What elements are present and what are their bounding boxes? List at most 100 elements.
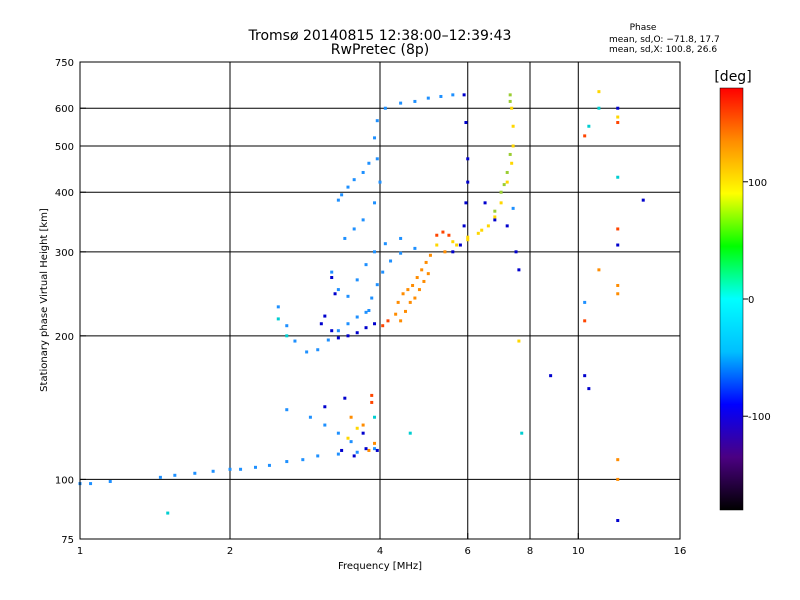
data-point [330, 270, 334, 274]
data-point [483, 201, 487, 205]
data-point [616, 106, 620, 110]
data-point [267, 463, 271, 467]
data-point [399, 319, 403, 323]
data-point [343, 396, 347, 400]
data-point [293, 339, 297, 343]
data-point [587, 387, 591, 391]
data-point [323, 314, 327, 318]
data-point [486, 224, 490, 228]
data-point [466, 235, 470, 239]
data-point [373, 322, 377, 326]
data-point [616, 227, 620, 231]
data-point [517, 268, 521, 272]
data-point [346, 334, 350, 338]
data-point [336, 198, 340, 202]
data-point [396, 300, 400, 304]
data-point [480, 228, 484, 232]
data-point [336, 452, 340, 456]
data-point [426, 96, 430, 100]
data-point [464, 121, 468, 125]
data-point [108, 479, 112, 483]
data-point [373, 250, 377, 254]
data-point [330, 329, 334, 333]
data-point [424, 260, 428, 264]
data-point [383, 106, 387, 110]
x-tick-label: 10 [572, 546, 585, 557]
colorbar-ticks: 100 0 -100 [743, 178, 771, 423]
data-point [346, 185, 350, 189]
data-point [375, 119, 379, 123]
data-point [499, 190, 503, 194]
data-point [355, 278, 359, 282]
data-point [417, 288, 421, 292]
data-point [413, 246, 417, 250]
data-point [439, 94, 443, 98]
colorbar-label: [deg] [714, 69, 751, 85]
data-point [443, 250, 447, 254]
phase-heading: Phase [630, 23, 657, 33]
x-tick-label: 4 [377, 546, 383, 557]
y-tick-label: 400 [55, 188, 74, 199]
data-point [499, 201, 503, 205]
data-point [361, 423, 365, 427]
data-point [373, 136, 377, 140]
y-tick-label: 200 [55, 332, 74, 343]
data-point [370, 393, 374, 397]
data-point [399, 236, 403, 240]
data-point [166, 511, 170, 515]
grid-lines [80, 62, 680, 539]
y-tick-label: 600 [55, 104, 74, 115]
data-point [455, 243, 459, 247]
data-point [373, 201, 377, 205]
data-point [510, 106, 514, 110]
colorbar-tick-label: 100 [748, 178, 767, 189]
data-point [411, 283, 415, 287]
data-point [323, 423, 327, 427]
data-point [361, 170, 365, 174]
data-point [349, 415, 353, 419]
data-point [616, 175, 620, 179]
data-point [406, 288, 410, 292]
data-point [597, 268, 601, 272]
data-point [616, 121, 620, 125]
data-point [451, 93, 455, 97]
data-point [355, 331, 359, 335]
data-points [78, 90, 645, 523]
x-tick-label: 1 [77, 546, 83, 557]
data-point [511, 206, 515, 210]
data-point [462, 93, 466, 97]
data-point [597, 90, 601, 94]
data-point [641, 198, 645, 202]
data-point [352, 227, 356, 231]
colorbar-tick-label: -100 [748, 412, 771, 423]
data-point [583, 134, 587, 138]
data-point [549, 374, 553, 378]
data-point [493, 215, 497, 219]
data-point [375, 157, 379, 161]
data-point [435, 243, 439, 247]
data-point [340, 448, 344, 452]
data-point [466, 180, 470, 184]
data-point [435, 233, 439, 237]
data-point [394, 312, 398, 316]
data-point [355, 450, 359, 454]
data-point [386, 319, 390, 323]
data-point [193, 471, 197, 475]
data-point [285, 334, 289, 338]
data-point [285, 408, 289, 412]
data-point [364, 326, 368, 330]
data-point [399, 251, 403, 255]
data-point [399, 101, 403, 105]
data-point [346, 322, 350, 326]
data-point [378, 180, 382, 184]
data-point [476, 231, 480, 235]
data-point [173, 473, 177, 477]
data-point [381, 270, 385, 274]
data-point [616, 243, 620, 247]
data-point [510, 161, 514, 165]
y-tick-label: 300 [55, 248, 74, 259]
x-tick-label: 2 [227, 546, 233, 557]
data-point [336, 431, 340, 435]
data-point [308, 415, 312, 419]
data-point [355, 426, 359, 430]
